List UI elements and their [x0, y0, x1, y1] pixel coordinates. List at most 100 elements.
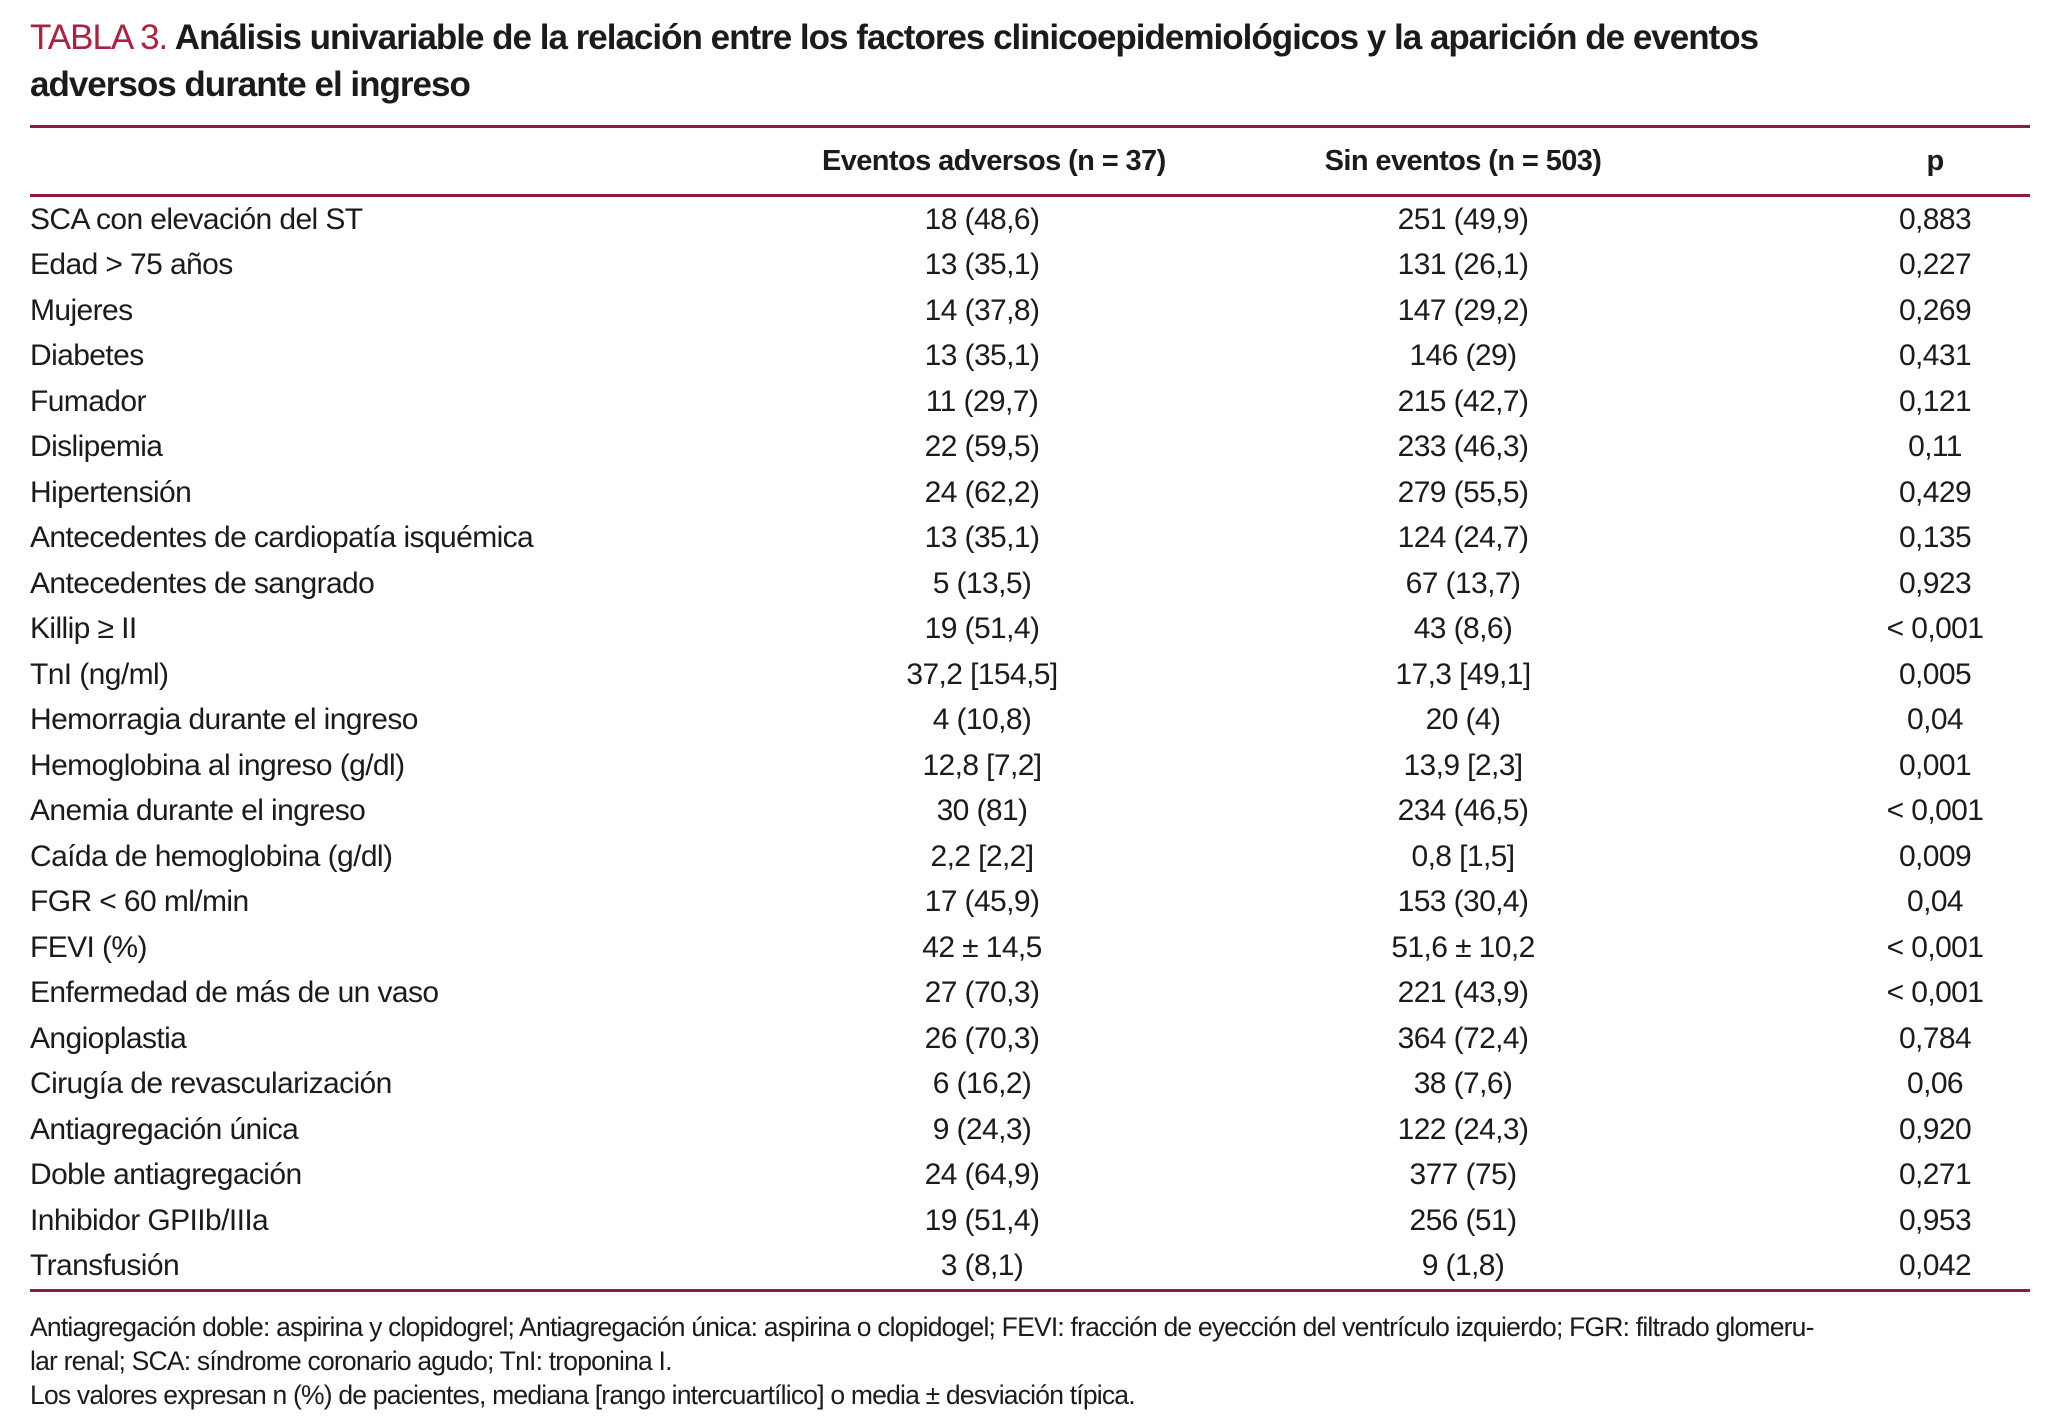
- row-label: FGR < 60 ml/min: [30, 885, 249, 919]
- eventos-value: 13 (35,1): [924, 521, 1040, 555]
- table-title-line2: adversos durante el ingreso: [30, 65, 471, 104]
- p-value: 0,135: [1898, 521, 1972, 555]
- table-row: SCA con elevación del ST 18 (48,6) 251 (49…: [30, 196, 2030, 243]
- p-value: 0,04: [1907, 885, 1964, 919]
- p-value: 0,227: [1898, 248, 1972, 282]
- eventos-value: 24 (64,9): [924, 1158, 1040, 1192]
- table-row: Angioplastia 26 (70,3) 364 (72,4) 0,784: [30, 1016, 2030, 1062]
- footnote-line: Antiagregación doble: aspirina y clopido…: [30, 1312, 1814, 1342]
- eventos-value: 17 (45,9): [924, 885, 1040, 919]
- sin-eventos-value: 251 (49,9): [1397, 202, 1529, 236]
- table-row: Antiagregación única 9 (24,3) 122 (24,3) 0,…: [30, 1107, 2030, 1153]
- row-label: TnI (ng/ml): [30, 657, 169, 691]
- sin-eventos-value: 67 (13,7): [1405, 566, 1521, 600]
- row-label: Hemoglobina al ingreso (g/dl): [30, 748, 405, 782]
- p-value: < 0,001: [1886, 612, 1984, 646]
- sin-eventos-value: 364 (72,4): [1397, 1021, 1529, 1055]
- table-row: Hemorragia durante el ingreso 4 (10,8) 20 …: [30, 698, 2030, 744]
- eventos-value: 4 (10,8): [932, 703, 1032, 737]
- row-label: Killip ≥ II: [30, 612, 137, 646]
- sin-eventos-value: 233 (46,3): [1397, 430, 1529, 464]
- table-row: FEVI (%) 42 ± 14,5 51,6 ± 10,2 < 0,001: [30, 925, 2030, 971]
- table-title-line1: Análisis univariable de la relación entr…: [174, 18, 1759, 57]
- table-row: Caída de hemoglobina (g/dl) 2,2 [2,2] 0,8 …: [30, 834, 2030, 880]
- p-value: 0,784: [1898, 1021, 1972, 1055]
- row-label: Transfusión: [30, 1249, 180, 1283]
- row-label: Inhibidor GPIIb/IIIa: [30, 1203, 269, 1237]
- sin-eventos-value: 0,8 [1,5]: [1411, 839, 1515, 873]
- p-value: 0,121: [1898, 384, 1972, 418]
- header-empty-cell: [30, 127, 822, 196]
- header-sin-eventos: Sin eventos (n = 503): [1324, 144, 1602, 177]
- table-row: Killip ≥ II 19 (51,4) 43 (8,6) < 0,001: [30, 607, 2030, 653]
- table-body: SCA con elevación del ST 18 (48,6) 251 (49…: [30, 196, 2030, 1291]
- header-row: Eventos adversos (n = 37) Sin eventos (n…: [30, 126, 2030, 196]
- table-row: TnI (ng/ml) 37,2 [154,5] 17,3 [49,1] 0,005: [30, 652, 2030, 698]
- table-row: Mujeres 14 (37,8) 147 (29,2) 0,269: [30, 288, 2030, 334]
- table-row: Diabetes 13 (35,1) 146 (29) 0,431: [30, 334, 2030, 380]
- sin-eventos-value: 51,6 ± 10,2: [1391, 930, 1535, 964]
- eventos-value: 37,2 [154,5]: [906, 657, 1058, 691]
- row-label: Antiagregación única: [30, 1112, 299, 1146]
- eventos-value: 3 (8,1): [940, 1249, 1024, 1283]
- eventos-value: 30 (81): [936, 794, 1028, 828]
- sin-eventos-value: 17,3 [49,1]: [1395, 657, 1531, 691]
- row-label: Hemorragia durante el ingreso: [30, 703, 418, 737]
- p-value: 0,04: [1907, 703, 1964, 737]
- p-value: 0,269: [1898, 293, 1972, 327]
- p-value: 0,042: [1898, 1249, 1972, 1283]
- sin-eventos-value: 122 (24,3): [1397, 1112, 1529, 1146]
- table-footnotes: Antiagregación doble: aspirina y clopido…: [30, 1310, 2030, 1412]
- p-value: 0,953: [1898, 1203, 1972, 1237]
- footnote-line: lar renal; SCA: síndrome coronario agudo…: [30, 1346, 672, 1376]
- table-row: Fumador 11 (29,7) 215 (42,7) 0,121: [30, 379, 2030, 425]
- sin-eventos-value: 13,9 [2,3]: [1403, 748, 1523, 782]
- table-row: Antecedentes de cardiopatía isquémica 13 …: [30, 516, 2030, 562]
- eventos-value: 42 ± 14,5: [922, 930, 1042, 964]
- row-label: Angioplastia: [30, 1021, 187, 1055]
- sin-eventos-value: 43 (8,6): [1413, 612, 1513, 646]
- table-row: Hipertensión 24 (62,2) 279 (55,5) 0,429: [30, 470, 2030, 516]
- p-value: 0,883: [1898, 202, 1972, 236]
- sin-eventos-value: 234 (46,5): [1397, 794, 1529, 828]
- p-value: < 0,001: [1886, 930, 1984, 964]
- eventos-value: 27 (70,3): [924, 976, 1040, 1010]
- row-label: Caída de hemoglobina (g/dl): [30, 839, 393, 873]
- univariable-analysis-table: Eventos adversos (n = 37) Sin eventos (n…: [30, 125, 2030, 1292]
- row-label: Antecedentes de sangrado: [30, 566, 375, 600]
- p-value: 0,11: [1908, 430, 1962, 464]
- eventos-value: 22 (59,5): [924, 430, 1040, 464]
- eventos-value: 11 (29,7): [925, 384, 1039, 418]
- table-row: Transfusión 3 (8,1) 9 (1,8) 0,042: [30, 1244, 2030, 1291]
- table-row: Cirugía de revascularización 6 (16,2) 38 (…: [30, 1062, 2030, 1108]
- header-p: p: [1926, 144, 1944, 177]
- table-number-label: TABLA 3.: [30, 18, 168, 57]
- row-label: Anemia durante el ingreso: [30, 794, 366, 828]
- table-row: FGR < 60 ml/min 17 (45,9) 153 (30,4) 0,04: [30, 880, 2030, 926]
- eventos-value: 13 (35,1): [924, 248, 1040, 282]
- sin-eventos-value: 124 (24,7): [1397, 521, 1529, 555]
- eventos-value: 14 (37,8): [924, 293, 1040, 327]
- eventos-value: 19 (51,4): [924, 1203, 1040, 1237]
- table-row: Anemia durante el ingreso 30 (81) 234 (46,…: [30, 789, 2030, 835]
- sin-eventos-value: 146 (29): [1409, 339, 1518, 373]
- table-row: Hemoglobina al ingreso (g/dl) 12,8 [7,2] 1…: [30, 743, 2030, 789]
- row-label: FEVI (%): [30, 930, 147, 964]
- p-value: 0,429: [1898, 475, 1972, 509]
- sin-eventos-value: 215 (42,7): [1397, 384, 1529, 418]
- eventos-value: 24 (62,2): [924, 475, 1040, 509]
- row-label: Dislipemia: [30, 430, 163, 464]
- row-label: Cirugía de revascularización: [30, 1067, 392, 1101]
- p-value: < 0,001: [1886, 976, 1984, 1010]
- footnote-line: Los valores expresan n (%) de pacientes,…: [30, 1380, 1136, 1410]
- sin-eventos-value: 256 (51): [1409, 1203, 1518, 1237]
- table-row: Dislipemia 22 (59,5) 233 (46,3) 0,11: [30, 425, 2030, 471]
- sin-eventos-value: 20 (4): [1425, 703, 1501, 737]
- eventos-value: 13 (35,1): [924, 339, 1040, 373]
- row-label: Enfermedad de más de un vaso: [30, 976, 439, 1010]
- sin-eventos-value: 147 (29,2): [1397, 293, 1529, 327]
- row-label: Diabetes: [30, 339, 144, 373]
- table-row: Doble antiagregación 24 (64,9) 377 (75) 0,2…: [30, 1153, 2030, 1199]
- row-label: Fumador: [30, 384, 146, 418]
- eventos-value: 19 (51,4): [924, 612, 1040, 646]
